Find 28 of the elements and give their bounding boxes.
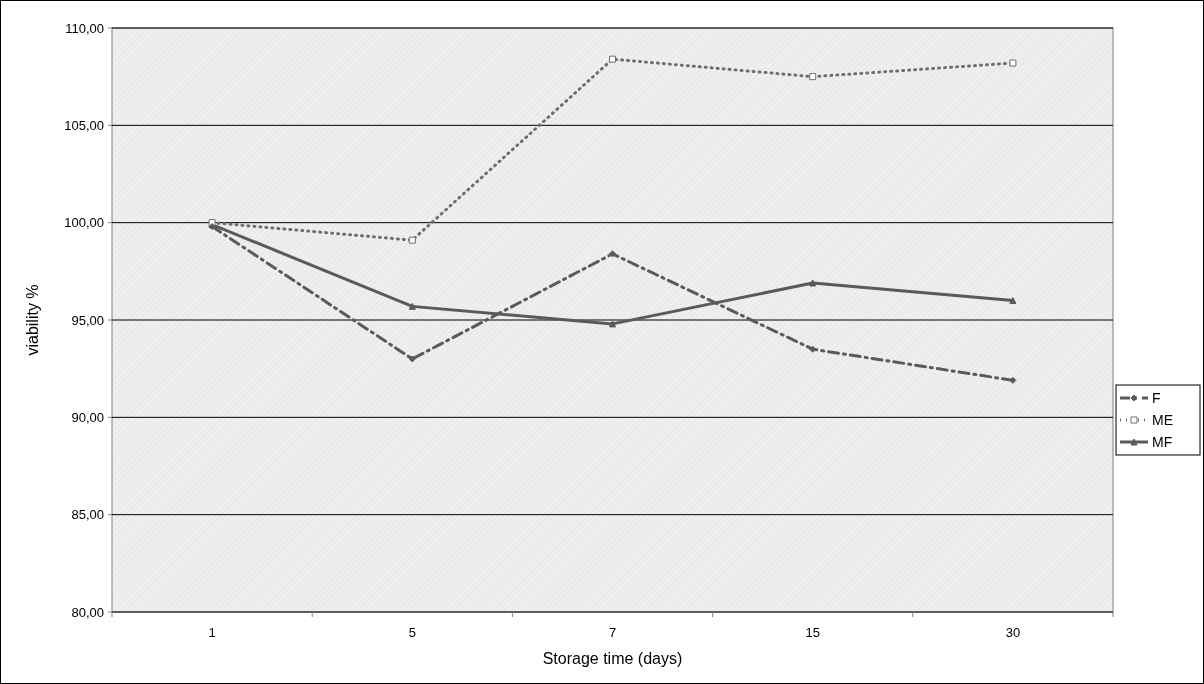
y-tick-label: 90,00 — [71, 409, 104, 425]
x-tick-label: 5 — [408, 625, 416, 640]
y-axis-title: viability % — [24, 284, 41, 356]
legend-label: ME — [1152, 411, 1173, 428]
x-axis-title: Storage time (days) — [542, 650, 683, 667]
point — [1009, 297, 1017, 305]
y-tick-label: 100,00 — [64, 215, 104, 231]
point — [408, 355, 416, 363]
point — [1009, 59, 1017, 67]
y-tick-label: 110,00 — [65, 20, 104, 36]
point — [609, 320, 616, 328]
point — [408, 236, 416, 244]
y-tick-label: 85,00 — [71, 507, 104, 523]
y-tick-label: 80,00 — [71, 604, 104, 620]
y-tick-label: 95,00 — [71, 312, 104, 328]
point — [1009, 376, 1017, 384]
x-tick-label: 30 — [1005, 625, 1021, 640]
y-tick-label: 105,00 — [64, 117, 104, 133]
point — [809, 279, 817, 287]
point — [609, 55, 616, 63]
x-tick-label: 7 — [608, 625, 617, 640]
legend-label: MF — [1152, 433, 1173, 450]
legend-label: F — [1152, 389, 1161, 406]
x-tick-label: 1 — [208, 625, 216, 640]
point — [609, 250, 616, 258]
x-tick-label: 15 — [805, 625, 820, 640]
point — [809, 73, 817, 81]
point — [408, 302, 416, 310]
